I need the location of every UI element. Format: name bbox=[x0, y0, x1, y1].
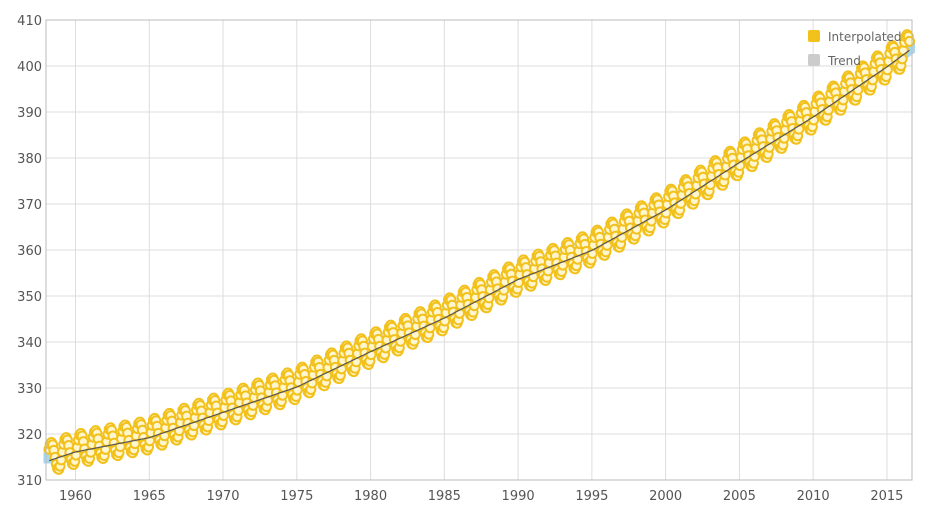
y-tick-label: 400 bbox=[17, 60, 42, 75]
legend-label-trend: Trend bbox=[827, 54, 861, 68]
interpolated-point bbox=[904, 35, 916, 47]
grid bbox=[46, 19, 912, 481]
y-tick-label: 360 bbox=[17, 244, 42, 259]
x-tick-label: 2010 bbox=[797, 489, 830, 504]
trend-line bbox=[48, 49, 910, 462]
y-tick-label: 380 bbox=[17, 152, 42, 167]
y-tick-label: 390 bbox=[17, 106, 42, 121]
plot-border bbox=[45, 19, 913, 481]
legend-item-interpolated[interactable]: Interpolated bbox=[808, 30, 902, 44]
x-tick-label: 1990 bbox=[502, 489, 535, 504]
x-tick-label: 1980 bbox=[354, 489, 387, 504]
y-tick-label: 340 bbox=[17, 336, 42, 351]
legend-swatch-interpolated bbox=[808, 30, 820, 42]
trend-line-path bbox=[48, 49, 910, 462]
y-tick-label: 350 bbox=[17, 290, 42, 305]
y-tick-label: 330 bbox=[17, 382, 42, 397]
x-tick-label: 2005 bbox=[723, 489, 756, 504]
y-tick-label: 370 bbox=[17, 198, 42, 213]
x-tick-label: 1965 bbox=[133, 489, 166, 504]
trend-series bbox=[43, 41, 916, 464]
interpolated-series bbox=[43, 29, 916, 475]
y-tick-label: 410 bbox=[17, 14, 42, 29]
x-tick-label: 1995 bbox=[575, 489, 608, 504]
legend[interactable]: Interpolated Trend bbox=[808, 30, 902, 68]
x-tick-label: 2000 bbox=[649, 489, 682, 504]
x-tick-label: 1975 bbox=[280, 489, 313, 504]
x-tick-label: 2015 bbox=[870, 489, 903, 504]
x-tick-label: 1970 bbox=[206, 489, 239, 504]
x-tick-label: 1985 bbox=[428, 489, 461, 504]
axes: 1960 1965 1970 1975 1980 1985 1990 1995 2000 2005… bbox=[17, 14, 913, 504]
x-tick-label: 1960 bbox=[59, 489, 92, 504]
legend-label-interpolated: Interpolated bbox=[828, 30, 902, 44]
y-tick-label: 320 bbox=[17, 428, 42, 443]
legend-swatch-trend bbox=[808, 54, 820, 66]
legend-item-trend[interactable]: Trend bbox=[808, 54, 861, 68]
y-tick-label: 310 bbox=[17, 474, 42, 489]
